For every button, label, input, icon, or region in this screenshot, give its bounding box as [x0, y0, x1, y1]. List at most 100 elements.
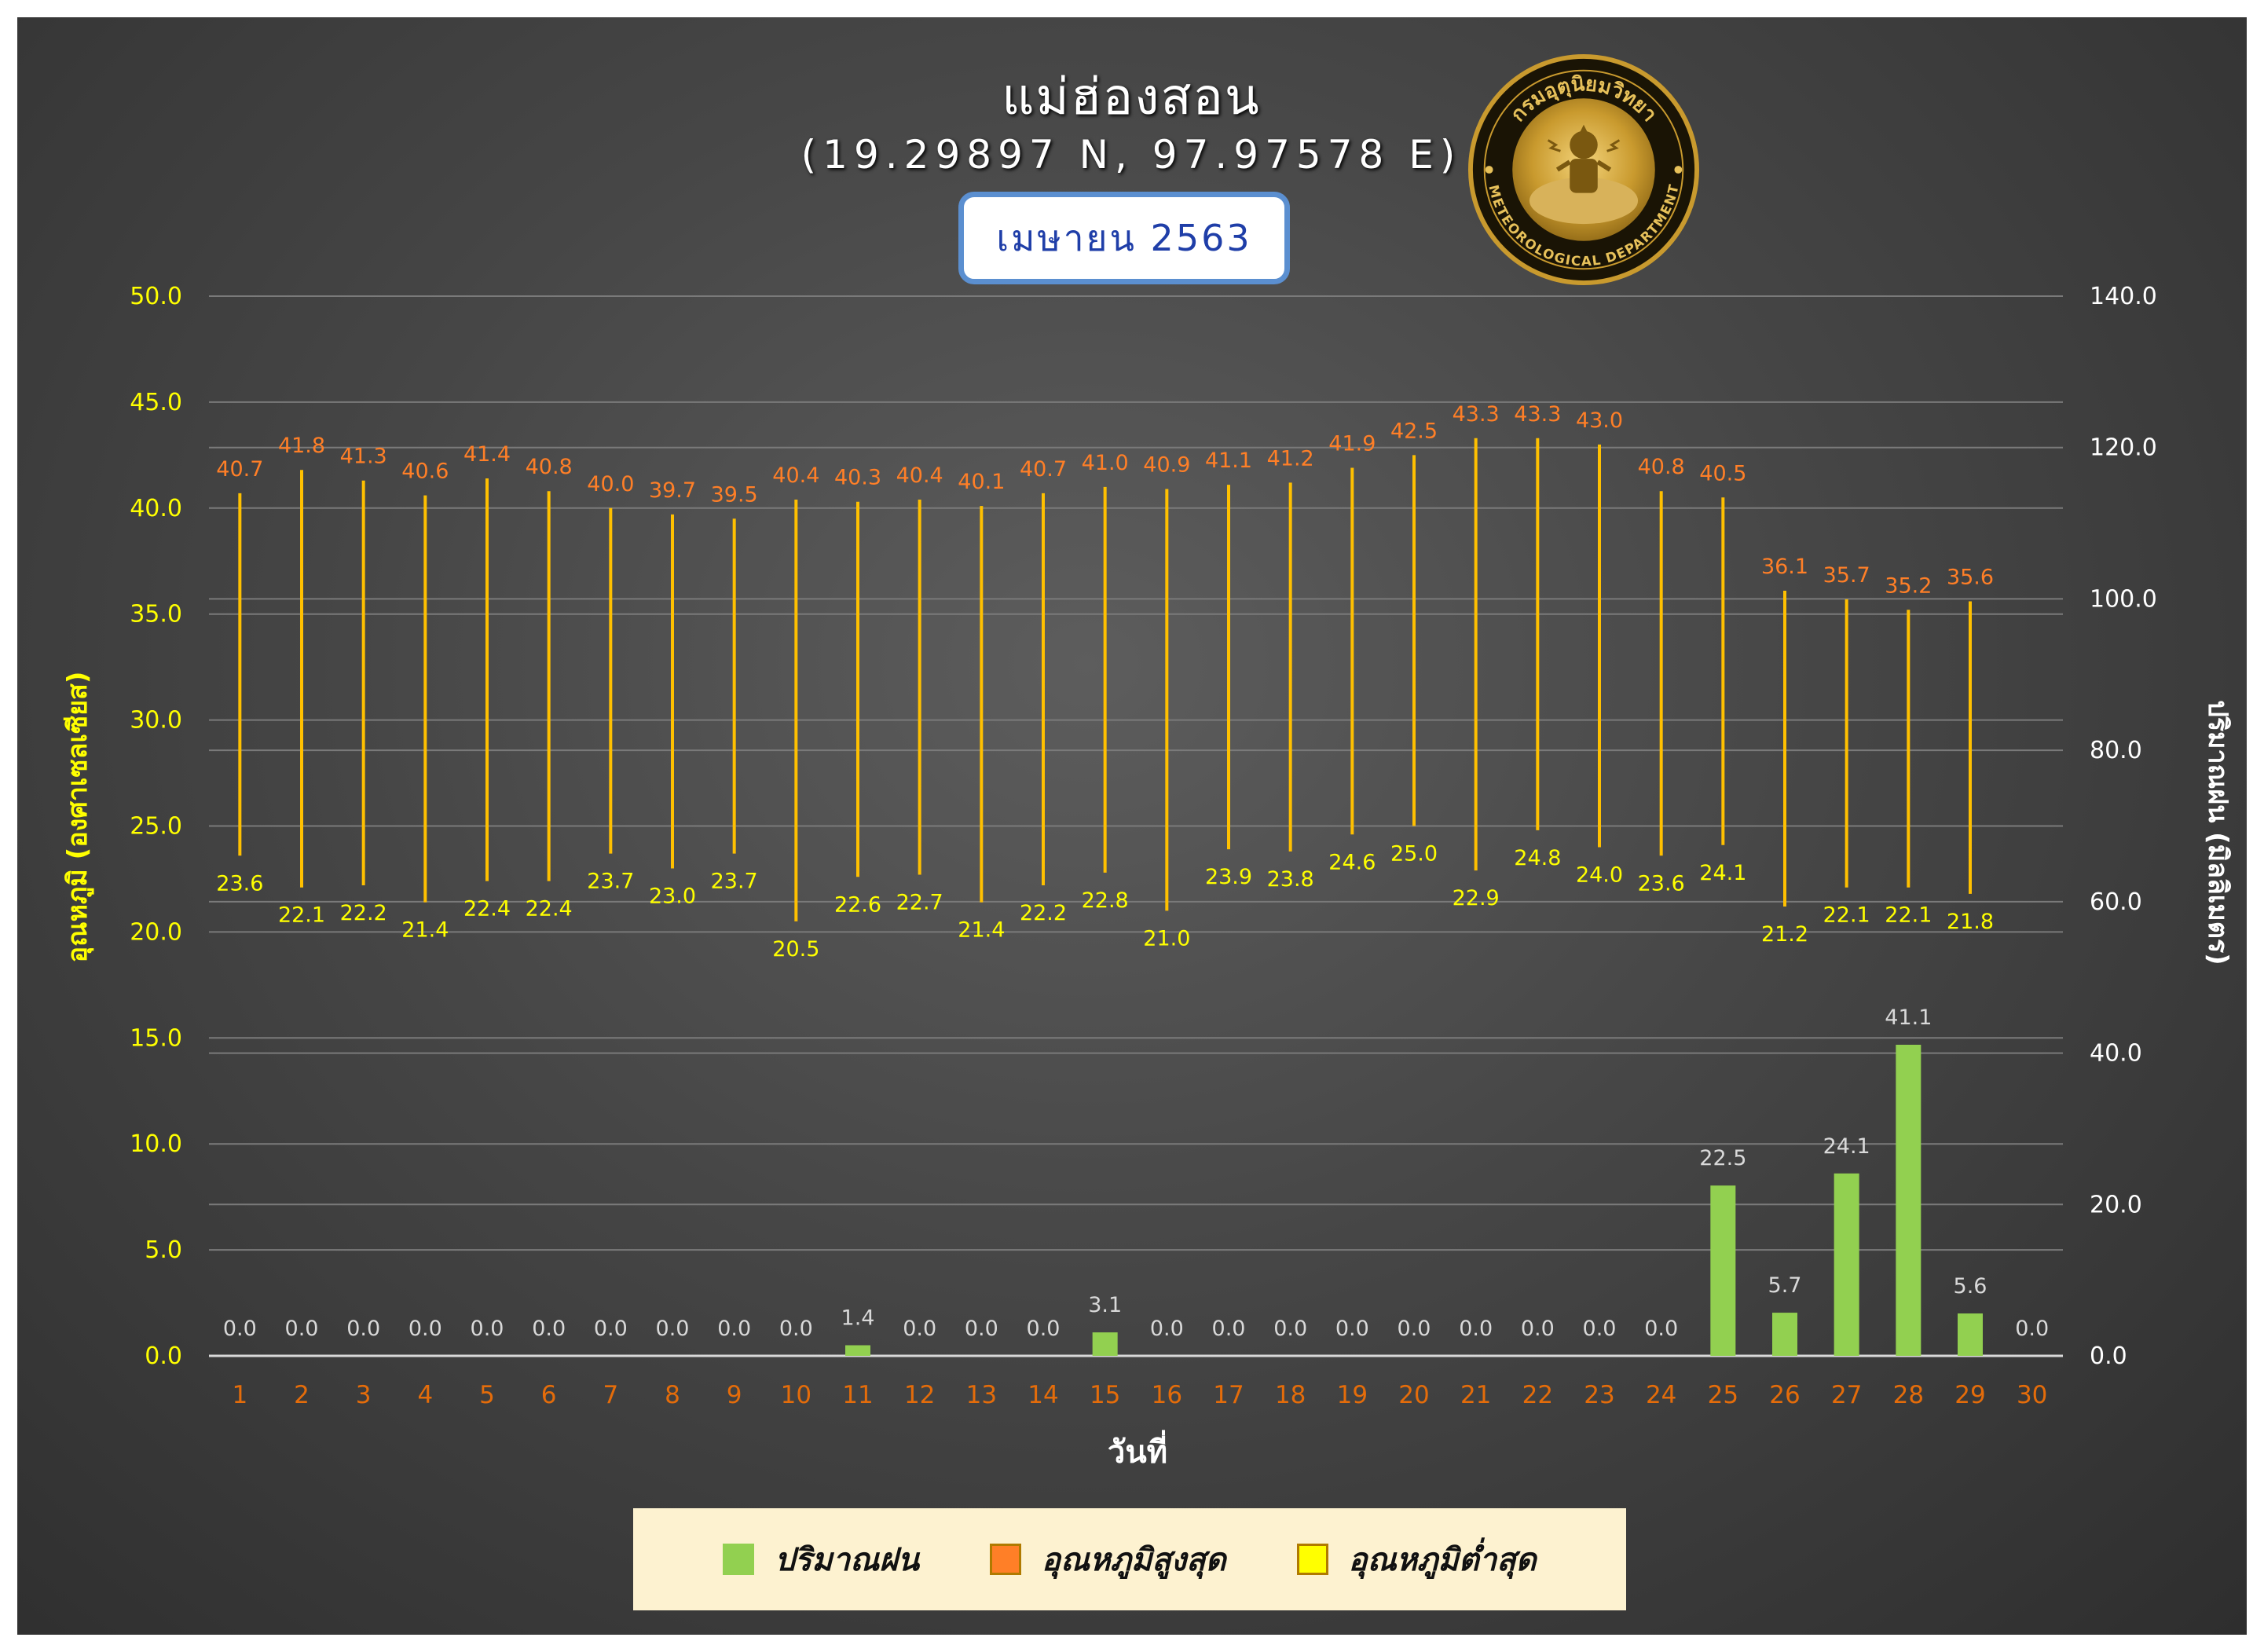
- legend-label-min-temp: อุณหภูมิต่ำสุด: [1348, 1541, 1537, 1578]
- x-tick-label: 29: [1954, 1381, 1985, 1409]
- max-temp-label: 41.2: [1267, 446, 1314, 471]
- min-temp-label: 21.4: [958, 918, 1005, 943]
- min-temp-label: 22.7: [896, 891, 943, 915]
- min-temp-label: 23.0: [649, 884, 696, 908]
- min-temp-label: 23.6: [1638, 871, 1685, 896]
- rain-bar: [1896, 1044, 1921, 1356]
- legend-item-max-temp: อุณหภูมิสูงสุด: [989, 1534, 1226, 1584]
- min-temp-label: 22.8: [1082, 888, 1129, 913]
- x-tick-label: 5: [479, 1381, 495, 1409]
- max-temp-label: 43.3: [1453, 402, 1500, 427]
- x-tick-label: 30: [2017, 1381, 2047, 1409]
- legend-item-rain: ปริมาณฝน: [723, 1534, 919, 1584]
- min-temp-label: 21.2: [1761, 922, 1808, 947]
- rain-data-label: 24.1: [1823, 1134, 1870, 1159]
- right-tick-label: 140.0: [2090, 283, 2157, 310]
- rain-data-label: 0.0: [1335, 1317, 1369, 1341]
- legend-swatch-max-temp: [989, 1544, 1021, 1575]
- rain-data-label: 0.0: [346, 1317, 380, 1341]
- right-axis-title: ปริมาณฝน (มิลลิเมตร): [2202, 700, 2233, 965]
- meteorological-department-seal: กรมอุตุนิยมวิทยา METEOROLOGICAL DEPARTME…: [1467, 53, 1700, 286]
- rain-data-label: 1.4: [841, 1306, 875, 1331]
- max-temp-label: 41.4: [463, 442, 511, 467]
- min-temp-label: 21.4: [401, 918, 449, 943]
- rain-data-label: 0.0: [1212, 1317, 1246, 1341]
- x-tick-label: 16: [1152, 1381, 1182, 1409]
- x-tick-label: 24: [1646, 1381, 1676, 1409]
- max-temp-label: 43.3: [1514, 402, 1561, 427]
- station-coordinates: (19.29897 N, 97.97578 E): [800, 132, 1462, 178]
- left-tick-label: 25.0: [130, 813, 182, 841]
- x-tick-label: 11: [842, 1381, 873, 1409]
- max-temp-label: 41.8: [278, 434, 325, 458]
- left-tick-label: 50.0: [130, 283, 182, 310]
- min-temp-label: 23.9: [1205, 865, 1252, 889]
- rain-data-label: 0.0: [965, 1317, 998, 1341]
- min-temp-label: 21.8: [1947, 910, 1994, 934]
- x-tick-label: 14: [1028, 1381, 1058, 1409]
- x-tick-label: 3: [356, 1381, 372, 1409]
- x-tick-label: 9: [727, 1381, 742, 1409]
- legend-item-min-temp: อุณหภูมิต่ำสุด: [1296, 1534, 1537, 1584]
- x-tick-label: 12: [904, 1381, 935, 1409]
- rain-bar: [1772, 1313, 1797, 1356]
- x-tick-label: 4: [417, 1381, 433, 1409]
- rain-bar: [845, 1345, 870, 1356]
- max-temp-label: 40.5: [1699, 461, 1746, 485]
- max-temp-label: 39.7: [649, 478, 696, 503]
- rain-bars: [845, 1044, 1983, 1356]
- chart-title: แม่ฮ่องสอน: [1002, 68, 1261, 126]
- max-temp-label: 36.1: [1761, 555, 1808, 579]
- rain-data-label: 0.0: [903, 1317, 936, 1341]
- legend: ปริมาณฝน อุณหภูมิสูงสุด อุณหภูมิต่ำสุด: [633, 1508, 1626, 1610]
- x-tick-label: 21: [1460, 1381, 1491, 1409]
- rain-data-label: 0.0: [1273, 1317, 1307, 1341]
- min-temp-label: 24.6: [1328, 850, 1376, 874]
- x-tick-label: 17: [1213, 1381, 1244, 1409]
- rain-data-label: 5.6: [1954, 1274, 1987, 1299]
- rain-data-label: 3.1: [1088, 1293, 1122, 1317]
- right-tick-label: 60.0: [2090, 888, 2142, 916]
- left-axis-title: อุณหภูมิ (องศาเซลเซียส): [62, 672, 94, 963]
- max-temp-label: 39.5: [711, 482, 758, 507]
- rain-bar: [1834, 1173, 1859, 1356]
- rain-data-label: 22.5: [1699, 1146, 1746, 1170]
- max-temp-label: 41.0: [1082, 451, 1129, 475]
- x-tick-label: 7: [603, 1381, 618, 1409]
- right-tick-label: 0.0: [2090, 1342, 2127, 1370]
- rain-data-label: 0.0: [1644, 1317, 1678, 1341]
- x-tick-label: 27: [1831, 1381, 1862, 1409]
- gridlines: [209, 295, 2063, 1357]
- rain-data-label: 41.1: [1885, 1005, 1932, 1030]
- min-temp-label: 24.0: [1576, 863, 1623, 887]
- min-temp-label: 22.1: [278, 903, 325, 928]
- left-tick-label: 5.0: [145, 1236, 182, 1264]
- x-tick-label: 19: [1337, 1381, 1368, 1409]
- rain-data-label: 0.0: [532, 1317, 566, 1341]
- x-tick-label: 28: [1893, 1381, 1924, 1409]
- rain-data-label: 0.0: [223, 1317, 257, 1341]
- x-axis-ticks: 1 2 3 4 5 6 7 8 9 10 11 12 13 14 15 16 17 18 19 20 21 22 23 24 2…: [232, 1381, 2047, 1409]
- rain-data-label: 0.0: [656, 1317, 690, 1341]
- left-tick-label: 45.0: [130, 389, 182, 416]
- min-temp-label: 20.5: [772, 937, 819, 962]
- max-temp-label: 40.0: [587, 472, 634, 496]
- right-axis-ticks: 0.0 20.0 40.0 60.0 80.0 100.0 120.0 140.0: [2090, 283, 2157, 1370]
- right-tick-label: 40.0: [2090, 1040, 2142, 1068]
- x-tick-label: 2: [294, 1381, 310, 1409]
- min-temp-label: 24.1: [1699, 861, 1746, 885]
- right-tick-label: 100.0: [2090, 585, 2157, 613]
- rain-data-label: 0.0: [1398, 1317, 1431, 1341]
- legend-swatch-rain: [723, 1544, 755, 1575]
- rain-data-label: 0.0: [717, 1317, 751, 1341]
- x-tick-label: 10: [781, 1381, 811, 1409]
- max-temp-label: 40.3: [834, 466, 881, 490]
- left-tick-label: 10.0: [130, 1130, 182, 1158]
- rain-data-label: 0.0: [1027, 1317, 1061, 1341]
- min-temp-label: 21.0: [1143, 926, 1190, 951]
- max-temp-label: 41.9: [1328, 432, 1376, 456]
- rain-data-label: 0.0: [1583, 1317, 1617, 1341]
- left-tick-label: 20.0: [130, 918, 182, 946]
- x-tick-label: 6: [541, 1381, 557, 1409]
- rain-bar: [1092, 1332, 1118, 1356]
